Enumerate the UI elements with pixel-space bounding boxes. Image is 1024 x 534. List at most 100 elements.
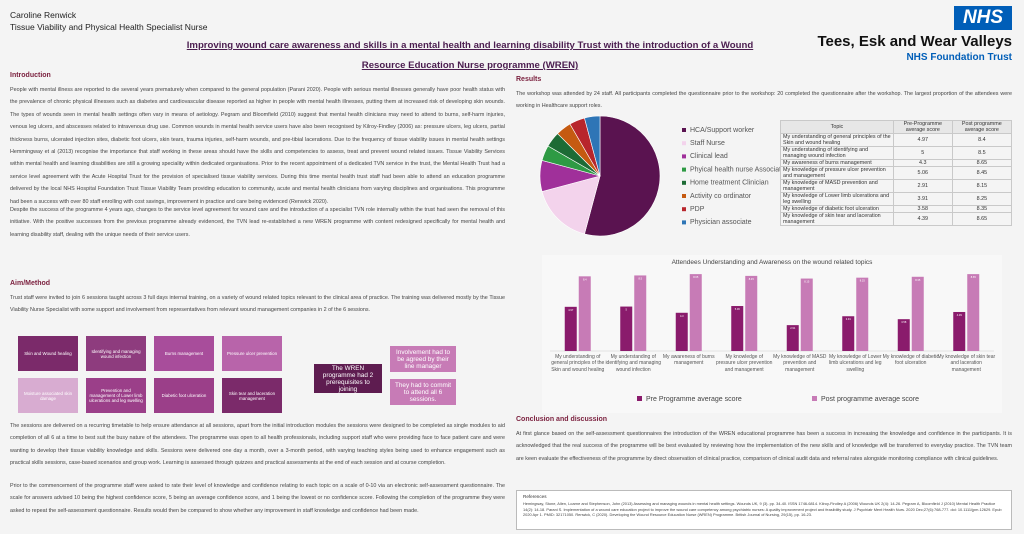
table-cell: My knowledge of Lower limb ulcerations a…: [780, 192, 894, 206]
table-cell: My knowledge of MASD prevention and mana…: [780, 179, 894, 193]
topic-box: Diabetic foot ulceration: [154, 378, 214, 413]
references-heading: References: [523, 494, 547, 499]
bar: [578, 276, 591, 351]
legend-swatch: [682, 167, 686, 172]
data-label: 8.15: [804, 280, 810, 284]
x-tick-label: My knowledge of MASD prevention and mana…: [773, 354, 827, 373]
paragraph: At first glance based on the self-assess…: [516, 431, 1012, 462]
trust-subtitle: NHS Foundation Trust: [906, 52, 1012, 63]
data-label: 8.4: [583, 277, 587, 281]
bar: [620, 306, 633, 351]
x-tick-label: My knowledge of pressure ulcer preventio…: [716, 354, 773, 373]
table-row: My knowledge of skin tear and laceration…: [780, 212, 1013, 226]
legend-label: Post programme average score: [821, 396, 919, 403]
paragraph: Trust staff were invited to join 6 sessi…: [10, 295, 505, 314]
prerequisite: They had to commit to attend all 6 sessi…: [390, 379, 456, 405]
table-cell: My knowledge of pressure ulcer preventio…: [780, 166, 894, 180]
author-role: Tissue Viability and Physical Health Spe…: [10, 22, 208, 32]
legend-label: Pre Programme average score: [646, 396, 742, 403]
data-label: 8.5: [638, 276, 642, 280]
section-heading: Aim/Method: [10, 280, 51, 287]
x-tick-label: My understanding of identifying and mana…: [605, 354, 662, 373]
table-cell: 4.97: [892, 133, 953, 147]
table-cell: My understanding of identifying and mana…: [780, 146, 894, 160]
table-header: Topic Pre-Programme average score Post pro…: [780, 120, 1013, 134]
data-label: 8.65: [693, 275, 699, 279]
table-cell: My understanding of general principles o…: [780, 133, 894, 147]
legend-label: Home treatment Clinician: [690, 180, 769, 187]
data-label: 4.3: [680, 314, 684, 318]
pie-slice: [584, 115, 601, 177]
data-label: 8.45: [749, 277, 755, 281]
bar: [689, 274, 702, 351]
section-heading: Results: [516, 76, 542, 83]
trust-name: Tees, Esk and Wear Valleys: [817, 33, 1012, 50]
topic-box: Prevention and management of Lower limb …: [86, 378, 146, 413]
legend-label: Phyical health nurse Associate: [690, 166, 780, 173]
bar: [800, 278, 813, 351]
bar: [911, 276, 924, 351]
legend-label: Activity co ordinator: [690, 193, 752, 200]
bar: [842, 316, 855, 351]
legend-swatch: [682, 194, 686, 198]
bar: [564, 306, 577, 351]
x-tick-label: My knowledge of Lower limb ulcerations a…: [828, 354, 882, 373]
legend-label: Physician associate: [690, 219, 752, 226]
legend-label: Clinical lead: [690, 153, 728, 160]
data-label: 2.91: [790, 326, 796, 330]
table-cell: 8.5: [951, 146, 1013, 160]
legend-swatch: [682, 141, 686, 146]
legend-swatch: [682, 154, 686, 159]
table-header-cell: Pre-Programme average score: [892, 120, 953, 134]
table-row: My knowledge of MASD prevention and mana…: [780, 179, 1013, 193]
data-label: 4.39: [957, 313, 963, 317]
table-row: My knowledge of diabetic foot ulceration…: [780, 205, 1013, 213]
table-row: My awareness of burns management 4.3 8.65: [780, 159, 1013, 167]
references-text: Hemingway, Stone, Allen, Loarne and Step…: [523, 501, 1002, 518]
table-body: My understanding of general principles o…: [780, 133, 1013, 226]
legend-swatch: [682, 220, 686, 225]
legend-swatch: [682, 128, 686, 132]
x-tick-label: My awareness of burns management: [662, 354, 715, 367]
poster-title: Improving wound care awareness and skill…: [186, 40, 754, 71]
nhs-badge: NHS: [954, 6, 1012, 30]
topic-box: Skin and Wound healing: [18, 336, 78, 371]
table-cell: 8.65: [951, 212, 1013, 226]
bar: [731, 306, 744, 351]
bar: [967, 274, 980, 351]
table-cell: 8.15: [951, 179, 1013, 193]
section-heading: Conclusion and discussion: [516, 416, 608, 423]
chart-title: Attendees Understanding and Awareness on…: [672, 259, 874, 266]
table-cell: My knowledge of skin tear and laceration…: [780, 212, 894, 226]
data-label: 3.58: [901, 320, 907, 324]
bar: [745, 275, 758, 351]
legend-label: HCA/Support worker: [690, 127, 755, 134]
table-row: My understanding of general principles o…: [780, 133, 1013, 147]
data-label: 8.25: [860, 279, 866, 283]
topic-box: Pressure ulcer prevention: [222, 336, 282, 371]
paragraph: People with mental illness are reported …: [10, 87, 505, 205]
legend-swatch: [812, 396, 817, 401]
table-row: My knowledge of pressure ulcer preventio…: [780, 166, 1013, 180]
data-label: 5: [626, 308, 628, 312]
bar-chart: Attendees Understanding and Awareness on…: [550, 259, 994, 403]
table-cell: 8.4: [951, 133, 1013, 147]
paragraph: Prior to the commencement of the program…: [10, 483, 505, 514]
bar: [897, 319, 910, 351]
table-cell: 8.65: [951, 159, 1013, 167]
bar: [675, 312, 688, 351]
paragraph: The workshop was attended by 24 staff. A…: [516, 91, 1012, 110]
table-cell: 4.3: [892, 159, 953, 167]
results-table: Topic Pre-Programme average score Post pro…: [780, 120, 1013, 226]
data-label: 3.91: [846, 317, 852, 321]
legend-label: Staff Nurse: [690, 140, 725, 147]
paragraph: Despite the success of the programme 4 y…: [10, 207, 505, 238]
pie-slice: [584, 115, 661, 237]
bar: [856, 277, 869, 351]
table-cell: 3.91: [892, 192, 953, 206]
table-cell: 5: [892, 146, 953, 160]
table-cell: 2.91: [892, 179, 953, 193]
pie-slice: [541, 175, 601, 235]
references-box: References Hemingway, Stone, Allen, Loar…: [516, 490, 1012, 530]
